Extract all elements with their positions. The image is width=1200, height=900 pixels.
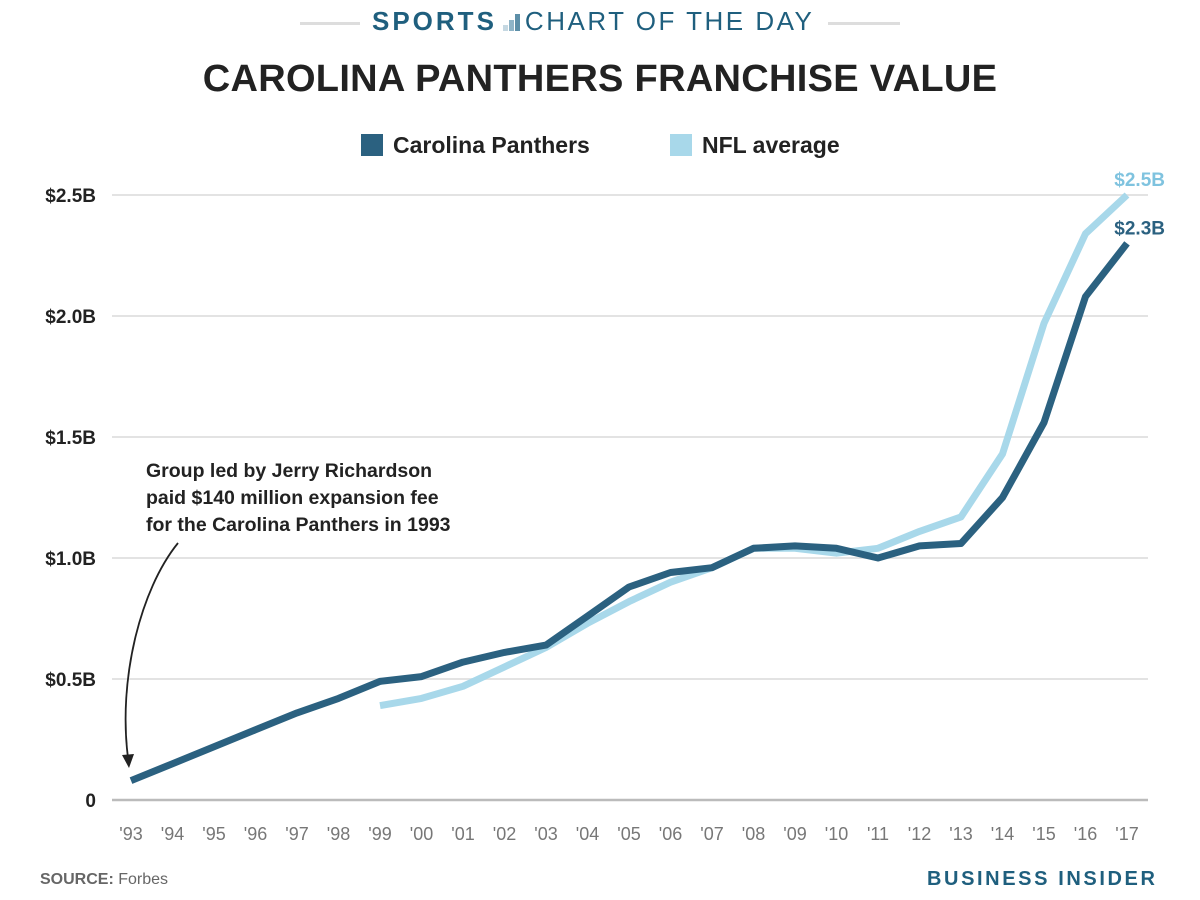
- legend: Carolina Panthers NFL average: [0, 130, 1200, 160]
- bar-chart-icon: [502, 13, 521, 31]
- kicker-section: SPORTS: [372, 6, 497, 36]
- legend-label-nfl-average: NFL average: [702, 131, 840, 158]
- y-tick-label: $0.5B: [45, 670, 96, 691]
- series-line-nfl-average: [379, 192, 1130, 710]
- x-tick-label: '09: [783, 824, 806, 844]
- source-value: Forbes: [118, 871, 169, 888]
- x-tick-label: '93: [119, 824, 142, 844]
- kicker-rule-right: [828, 22, 900, 25]
- annotation-line: for the Carolina Panthers in 1993: [146, 514, 451, 536]
- chart-title: CAROLINA PANTHERS FRANCHISE VALUE: [202, 58, 998, 100]
- x-tick-label: '13: [949, 824, 972, 844]
- x-tick-label: '11: [867, 824, 889, 844]
- annotation: Group led by Jerry Richardson paid $140 …: [146, 458, 451, 539]
- legend-item-panthers: Carolina Panthers: [361, 130, 590, 160]
- kicker-rule-left: [300, 22, 360, 25]
- x-tick-label: '99: [368, 824, 391, 844]
- x-tick-label: '96: [244, 824, 267, 844]
- x-tick-label: '08: [742, 824, 765, 844]
- legend-label-panthers: Carolina Panthers: [393, 131, 590, 158]
- annotation-line: paid $140 million expansion fee: [146, 487, 439, 509]
- end-label-nfl-average: $2.5B: [1114, 170, 1165, 191]
- x-tick-label: '04: [576, 824, 599, 844]
- legend-swatch-panthers: [361, 134, 383, 156]
- x-tick-label: '01: [451, 824, 474, 844]
- kicker: SPORTS CHART OF THE DAY: [0, 4, 1200, 38]
- y-axis-ticks: 0 $0.5B $1.0B $1.5B $2.0B $2.5B: [45, 186, 96, 812]
- x-tick-label: '02: [493, 824, 516, 844]
- legend-swatch-nfl-average: [670, 134, 692, 156]
- annotation-line: Group led by Jerry Richardson: [146, 460, 433, 482]
- end-label-panthers: $2.3B: [1114, 218, 1165, 239]
- x-tick-label: '95: [202, 824, 225, 844]
- x-tick-label: '17: [1115, 824, 1138, 844]
- y-tick-label: $2.0B: [45, 307, 96, 328]
- source-label: SOURCE:: [40, 871, 114, 888]
- x-tick-label: '14: [991, 824, 1014, 844]
- brand-logo: BUSINESS INSIDER: [927, 868, 1158, 890]
- series-lines: [129, 192, 1130, 784]
- x-tick-label: '00: [410, 824, 433, 844]
- end-labels: $2.3B $2.5B: [1114, 170, 1165, 239]
- x-tick-label: '07: [700, 824, 723, 844]
- x-tick-label: '03: [534, 824, 557, 844]
- x-tick-label: '12: [908, 824, 931, 844]
- y-tick-label: 0: [85, 791, 96, 812]
- kicker-label: CHART OF THE DAY: [524, 6, 815, 36]
- annotation-arrow: [122, 542, 179, 768]
- x-tick-label: '10: [825, 824, 848, 844]
- series-line-panthers: [129, 241, 1130, 784]
- x-tick-label: '16: [1074, 824, 1097, 844]
- y-tick-label: $1.0B: [45, 549, 96, 570]
- x-tick-label: '97: [285, 824, 308, 844]
- y-tick-label: $1.5B: [45, 428, 96, 449]
- legend-item-nfl-average: NFL average: [670, 130, 840, 160]
- annotation-arrowhead: [122, 754, 134, 768]
- x-tick-label: '15: [1032, 824, 1055, 844]
- y-tick-label: $2.5B: [45, 186, 96, 207]
- annotation-arrow-path: [124, 542, 179, 759]
- kicker-text: SPORTS CHART OF THE DAY: [372, 6, 814, 37]
- x-tick-label: '05: [617, 824, 640, 844]
- gridlines: [112, 194, 1148, 802]
- x-tick-label: '98: [327, 824, 350, 844]
- x-tick-label: '94: [161, 824, 184, 844]
- x-tick-label: '06: [659, 824, 682, 844]
- x-axis-ticks: '93 '94 '95 '96 '97 '98 '99 '00 '01 '02 '03 '04 '05 '…: [119, 824, 1138, 844]
- source-note: SOURCE: Forbes: [40, 871, 168, 889]
